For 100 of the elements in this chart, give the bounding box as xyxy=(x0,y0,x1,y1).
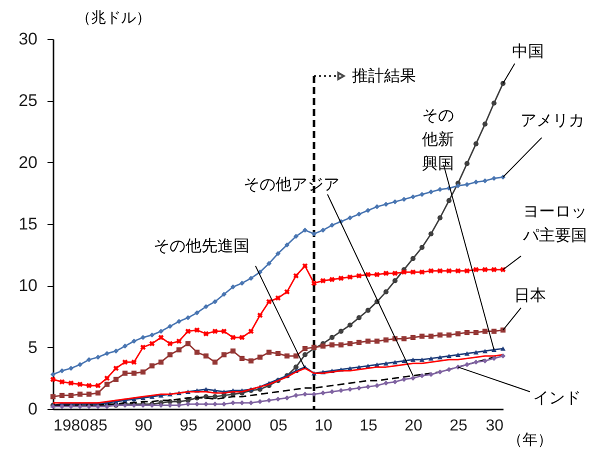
point xyxy=(401,269,407,275)
y-tick-label: 15 xyxy=(18,214,38,234)
point xyxy=(194,310,200,316)
point xyxy=(446,354,452,358)
point xyxy=(446,198,452,204)
point xyxy=(167,324,173,329)
text: その他先進国 xyxy=(154,237,250,256)
point xyxy=(50,394,56,400)
point xyxy=(446,332,452,338)
x-tick-label: 2000 xyxy=(216,418,252,434)
point xyxy=(95,354,101,360)
point xyxy=(347,341,353,346)
point xyxy=(437,186,443,192)
point xyxy=(140,334,146,340)
point xyxy=(68,366,74,371)
point xyxy=(275,350,281,356)
point xyxy=(176,338,182,344)
point xyxy=(203,331,209,336)
series-label: 日本 xyxy=(514,286,546,305)
point xyxy=(446,366,452,372)
point xyxy=(356,212,362,217)
point xyxy=(482,178,488,184)
point xyxy=(338,276,344,281)
point xyxy=(266,260,272,266)
point xyxy=(455,183,461,188)
y-tick-label: 5 xyxy=(28,338,38,357)
point xyxy=(428,189,434,194)
point xyxy=(356,385,362,391)
point xyxy=(185,328,191,334)
x-tick-label: 90 xyxy=(134,418,152,434)
point xyxy=(77,382,83,388)
point xyxy=(428,334,434,339)
point xyxy=(113,366,119,372)
point xyxy=(257,399,263,404)
point xyxy=(185,315,191,320)
point xyxy=(356,340,362,345)
series-label: 中国 xyxy=(512,42,544,60)
point xyxy=(491,100,497,106)
point xyxy=(419,373,425,378)
point xyxy=(419,269,425,275)
point xyxy=(437,215,443,220)
point xyxy=(59,392,65,398)
point xyxy=(500,346,506,351)
text: アメリカ xyxy=(520,112,584,130)
point xyxy=(365,208,371,213)
point xyxy=(311,231,317,236)
point xyxy=(473,360,479,365)
point xyxy=(149,363,155,368)
point xyxy=(329,334,335,340)
point xyxy=(131,338,137,344)
point xyxy=(383,270,389,276)
point xyxy=(86,392,92,397)
point xyxy=(329,342,335,348)
point xyxy=(464,182,470,188)
point xyxy=(383,380,389,386)
point xyxy=(50,372,56,378)
point xyxy=(437,369,443,375)
x-tick-label: 25 xyxy=(450,418,468,434)
point xyxy=(383,202,389,207)
point xyxy=(419,357,425,362)
point xyxy=(266,398,272,403)
point xyxy=(68,392,74,398)
point xyxy=(437,268,443,274)
point xyxy=(329,389,335,394)
x-tick-label: 95 xyxy=(180,418,198,434)
point xyxy=(302,263,308,269)
point xyxy=(230,284,236,290)
point xyxy=(221,328,227,334)
point xyxy=(491,328,497,334)
point xyxy=(140,344,146,350)
point xyxy=(428,231,434,236)
point xyxy=(248,276,254,281)
point xyxy=(248,358,254,364)
point xyxy=(86,382,92,388)
point xyxy=(293,234,299,239)
point xyxy=(104,375,110,381)
point xyxy=(410,357,416,362)
point xyxy=(455,352,461,357)
point xyxy=(491,176,497,181)
point xyxy=(482,358,488,364)
point xyxy=(473,266,479,272)
point xyxy=(140,369,146,375)
point xyxy=(158,360,164,365)
point xyxy=(239,280,245,286)
point xyxy=(320,228,326,233)
x-tick-label: 20 xyxy=(404,418,422,434)
point xyxy=(104,350,110,356)
point xyxy=(401,376,407,382)
point xyxy=(221,352,227,358)
y-tick-label: 10 xyxy=(18,276,38,296)
point xyxy=(356,273,362,279)
point xyxy=(212,394,218,400)
point xyxy=(59,368,65,374)
x-tick-label: 85 xyxy=(90,418,108,434)
point xyxy=(293,364,299,370)
point xyxy=(410,194,416,200)
point xyxy=(491,356,497,361)
point xyxy=(266,350,272,355)
x-tick-label: 15 xyxy=(360,418,378,434)
point xyxy=(374,383,380,388)
